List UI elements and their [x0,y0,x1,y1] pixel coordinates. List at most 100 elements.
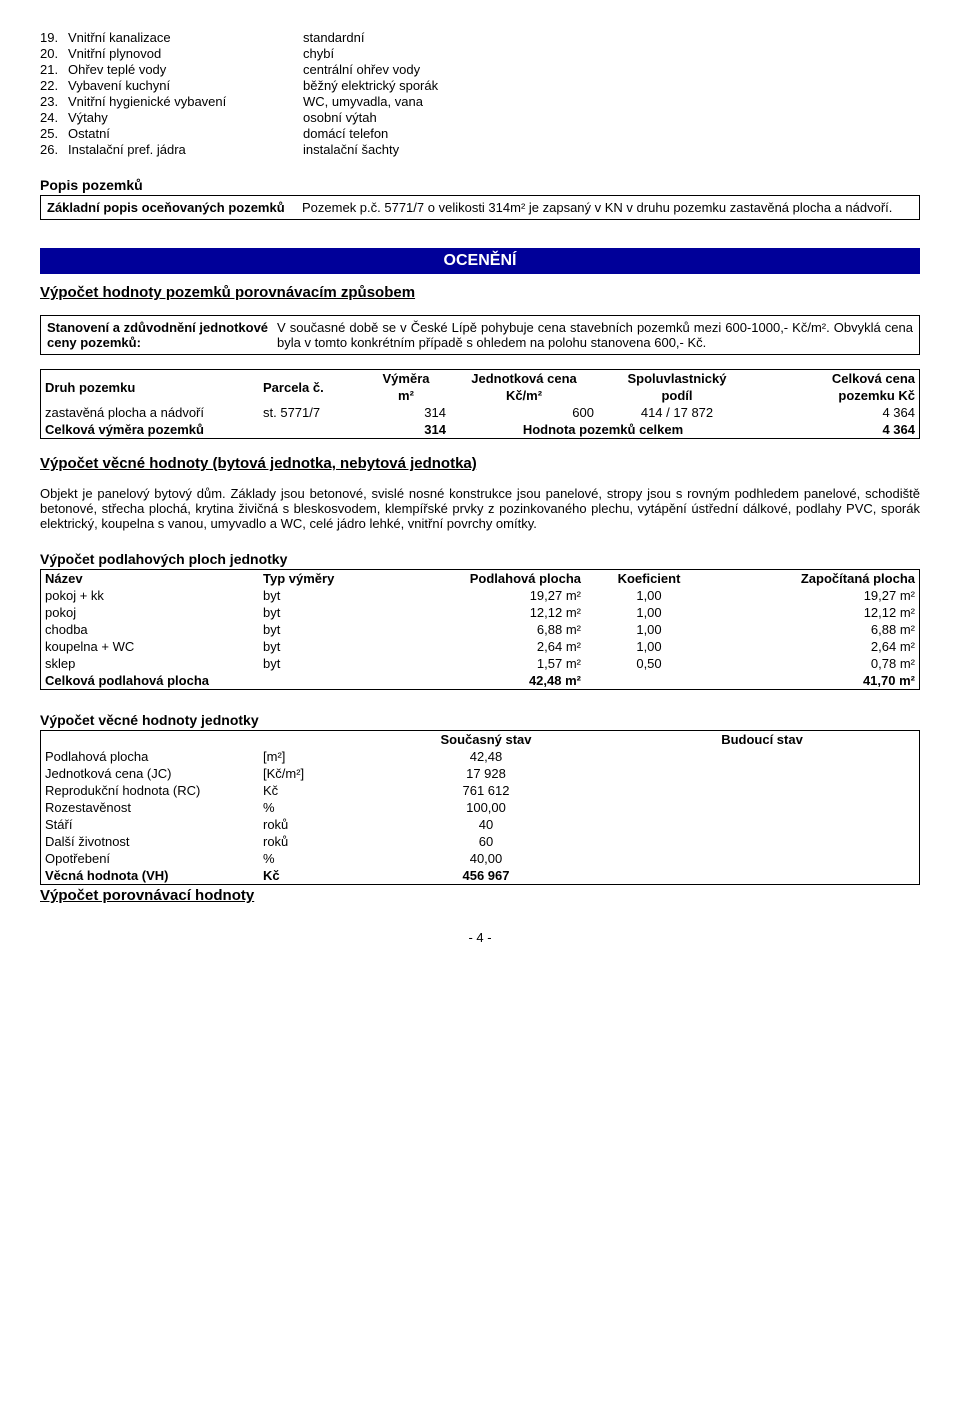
jed-v: 761 612 [367,782,605,799]
ploch-p: 6,88 m² [417,621,585,638]
jed-t-u: Kč [259,867,367,884]
jed-l: Opotřebení [41,850,259,867]
ploch-t: byt [259,655,417,672]
list-val: WC, umyvadla, vana [303,94,920,109]
list-val: chybí [303,46,920,61]
jed-u: [Kč/m²] [259,765,367,782]
table-row: Stáříroků40 [41,816,919,833]
ploch-z: 0,78 m² [713,655,919,672]
list-num: 19. [40,30,68,45]
list-num: 25. [40,126,68,141]
list-row: 26.Instalační pref. jádrainstalační šach… [40,142,920,157]
th-cena-top: Celková cena [756,370,919,387]
popis-pozemku-label: Základní popis oceňovaných pozemků [47,200,302,215]
jed-v: 40 [367,816,605,833]
stanoveni-text: V současné době se v České Lípě pohybuje… [277,320,913,350]
list-val: instalační šachty [303,142,920,157]
ploch-total-p: 42,48 m² [417,672,585,689]
ploch-k: 1,00 [585,621,713,638]
row-parc: st. 5771/7 [259,404,362,421]
ph4: Koeficient [585,570,713,587]
table-row: Rozestavěnost%100,00 [41,799,919,816]
list-row: 23.Vnitřní hygienické vybaveníWC, umyvad… [40,94,920,109]
row-jc: 600 [450,404,598,421]
ploch-z: 19,27 m² [713,587,919,604]
th-vymera-top: Výměra [362,370,450,387]
total-vym: 314 [362,421,450,438]
th-podil-bot: podíl [598,387,756,404]
table-row: koupelna + WCbyt2,64 m²1,002,64 m² [41,638,919,655]
jed-t-v: 456 967 [367,867,605,884]
list-num: 20. [40,46,68,61]
jed-l: Stáří [41,816,259,833]
th-podil-top: Spoluvlastnický [598,370,756,387]
jed-l: Reprodukční hodnota (RC) [41,782,259,799]
total-mid: Hodnota pozemků celkem [450,421,756,438]
list-row: 24.Výtahyosobní výtah [40,110,920,125]
table-row: Další životnostroků60 [41,833,919,850]
row-podil: 414 / 17 872 [598,404,756,421]
vypocet-pozemku-title: Výpočet hodnoty pozemků porovnávacím způ… [40,284,920,301]
stanoveni-label: Stanovení a zdůvodnění jednotkové ceny p… [47,320,277,350]
table-row: Jednotková cena (JC)[Kč/m²]17 928 [41,765,919,782]
list-row: 22.Vybavení kuchyníběžný elektrický spor… [40,78,920,93]
list-label: Vnitřní plynovod [68,46,303,61]
list-num: 21. [40,62,68,77]
list-num: 24. [40,110,68,125]
vecna-title: Výpočet věcné hodnoty (bytová jednotka, … [40,455,920,472]
ph2: Typ výměry [259,570,417,587]
ph3: Podlahová plocha [417,570,585,587]
list-row: 19.Vnitřní kanalizacestandardní [40,30,920,45]
list-label: Vnitřní hygienické vybavení [68,94,303,109]
jed-l: Jednotková cena (JC) [41,765,259,782]
list-label: Ostatní [68,126,303,141]
ploch-total-label: Celková podlahová plocha [41,672,417,689]
jed-u: roků [259,833,367,850]
jed-v: 42,48 [367,748,605,765]
ploch-p: 1,57 m² [417,655,585,672]
list-num: 23. [40,94,68,109]
list-row: 21.Ohřev teplé vodycentrální ohřev vody [40,62,920,77]
table-row: pokoj + kkbyt19,27 m²1,0019,27 m² [41,587,919,604]
jed-t-l: Věcná hodnota (VH) [41,867,259,884]
ploch-total-z: 41,70 m² [713,672,919,689]
ploch-n: sklep [41,655,259,672]
row-druh: zastavěná plocha a nádvoří [41,404,259,421]
ploch-p: 2,64 m² [417,638,585,655]
ph5: Započítaná plocha [713,570,919,587]
ploch-z: 6,88 m² [713,621,919,638]
ploch-n: pokoj [41,604,259,621]
ploch-z: 2,64 m² [713,638,919,655]
list-label: Vybavení kuchyní [68,78,303,93]
ploch-k: 0,50 [585,655,713,672]
jed-u: % [259,799,367,816]
ploch-k: 1,00 [585,587,713,604]
col-budouci: Budoucí stav [605,731,919,748]
list-val: centrální ohřev vody [303,62,920,77]
stanoveni-box: Stanovení a zdůvodnění jednotkové ceny p… [40,315,920,355]
th-jc-bot: Kč/m² [450,387,598,404]
porovnavaci-title: Výpočet porovnávací hodnoty [40,887,920,904]
list-row: 25.Ostatnídomácí telefon [40,126,920,141]
jed-u: Kč [259,782,367,799]
ploch-z: 12,12 m² [713,604,919,621]
list-val: domácí telefon [303,126,920,141]
list-label: Vnitřní kanalizace [68,30,303,45]
table-row: Reprodukční hodnota (RC)Kč761 612 [41,782,919,799]
jed-total: Věcná hodnota (VH)Kč456 967 [41,867,919,884]
jed-v: 40,00 [367,850,605,867]
table-row: pokojbyt12,12 m²1,0012,12 m² [41,604,919,621]
ploch-t: byt [259,587,417,604]
jed-l: Podlahová plocha [41,748,259,765]
ploch-t: byt [259,621,417,638]
list-row: 20.Vnitřní plynovodchybí [40,46,920,61]
jed-l: Rozestavěnost [41,799,259,816]
list-label: Výtahy [68,110,303,125]
list-num: 26. [40,142,68,157]
jed-l: Další životnost [41,833,259,850]
list-val: běžný elektrický sporák [303,78,920,93]
numbered-list: 19.Vnitřní kanalizacestandardní20.Vnitřn… [40,30,920,157]
list-label: Ohřev teplé vody [68,62,303,77]
table-row: sklepbyt1,57 m²0,500,78 m² [41,655,919,672]
th-vymera-bot: m² [362,387,450,404]
